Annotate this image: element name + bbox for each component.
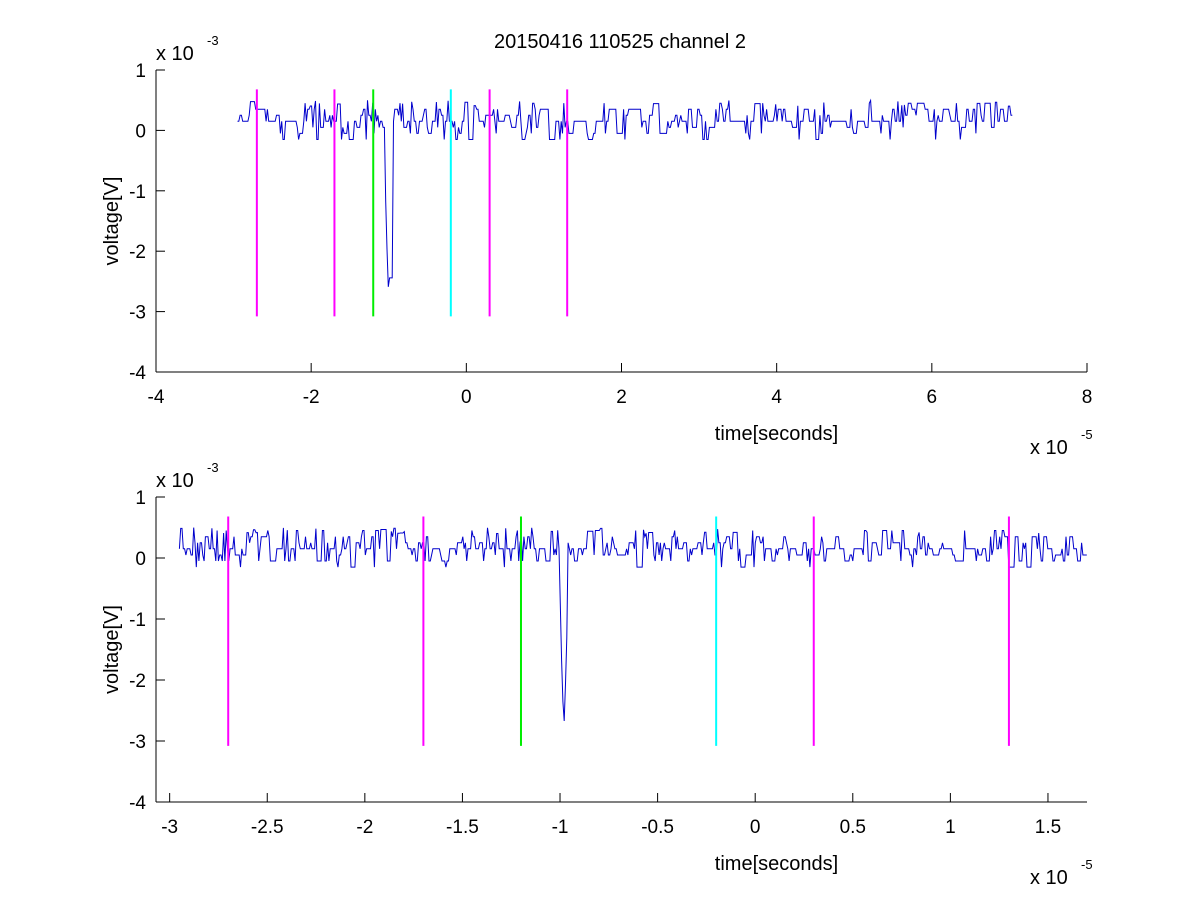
x-tick-label: 8 (1082, 387, 1093, 408)
x-axis-label: time[seconds] (715, 853, 838, 875)
x-tick-label: 4 (771, 387, 782, 408)
x-tick-label: -4 (148, 387, 165, 408)
y-tick-label: 0 (135, 121, 146, 142)
x-tick-label: -2 (356, 817, 373, 838)
x-tick-label: 2 (616, 387, 627, 408)
x-tick-label: -1 (552, 817, 569, 838)
y-tick-label: -4 (129, 363, 146, 384)
y-tick-label: -4 (129, 793, 146, 814)
x-exponent-power: -5 (1081, 857, 1093, 872)
x-exponent-base: x 10 (1030, 437, 1068, 459)
y-axis-label: voltage[V] (101, 605, 123, 694)
y-tick-label: -2 (129, 671, 146, 692)
y-exponent-base: x 10 (156, 43, 194, 65)
x-tick-label: 0 (750, 817, 761, 838)
y-axis-label: voltage[V] (101, 177, 123, 266)
y-exponent-base: x 10 (156, 470, 194, 492)
x-tick-label: -3 (161, 817, 178, 838)
signal-trace (178, 527, 1087, 722)
x-tick-label: 0 (461, 387, 472, 408)
x-tick-label: -2 (303, 387, 320, 408)
y-tick-label: -1 (129, 182, 146, 203)
figure-title: 20150416 110525 channel 2 (494, 31, 746, 53)
bottom-plot: -3 -2.5 -2 -1.5 -1 -0.5 0 0.5 1 1.5 -4 -3 -2 -1 0 1 time… (101, 460, 1093, 889)
x-tick-label: -0.5 (641, 817, 674, 838)
x-exponent-base: x 10 (1030, 867, 1068, 889)
x-axis-label: time[seconds] (715, 423, 838, 445)
y-tick-label: -2 (129, 242, 146, 263)
x-tick-label: 1.5 (1035, 817, 1061, 838)
signal-trace (237, 98, 1013, 287)
y-tick-label: 0 (135, 549, 146, 570)
y-exponent-power: -3 (207, 33, 219, 48)
x-tick-label: 0.5 (840, 817, 866, 838)
y-tick-label: 1 (135, 61, 146, 82)
y-tick-label: -3 (129, 732, 146, 753)
top-plot: -4 -2 0 2 4 6 8 -4 -3 -2 -1 0 1 time[seconds] voltage[… (101, 33, 1093, 459)
x-tick-label: -2.5 (251, 817, 284, 838)
x-tick-label: 1 (945, 817, 956, 838)
x-tick-label: -1.5 (446, 817, 479, 838)
y-tick-label: -1 (129, 610, 146, 631)
x-tick-label: 6 (927, 387, 938, 408)
x-exponent-power: -5 (1081, 427, 1093, 442)
y-tick-label: 1 (135, 488, 146, 509)
y-exponent-power: -3 (207, 460, 219, 475)
y-tick-label: -3 (129, 303, 146, 324)
